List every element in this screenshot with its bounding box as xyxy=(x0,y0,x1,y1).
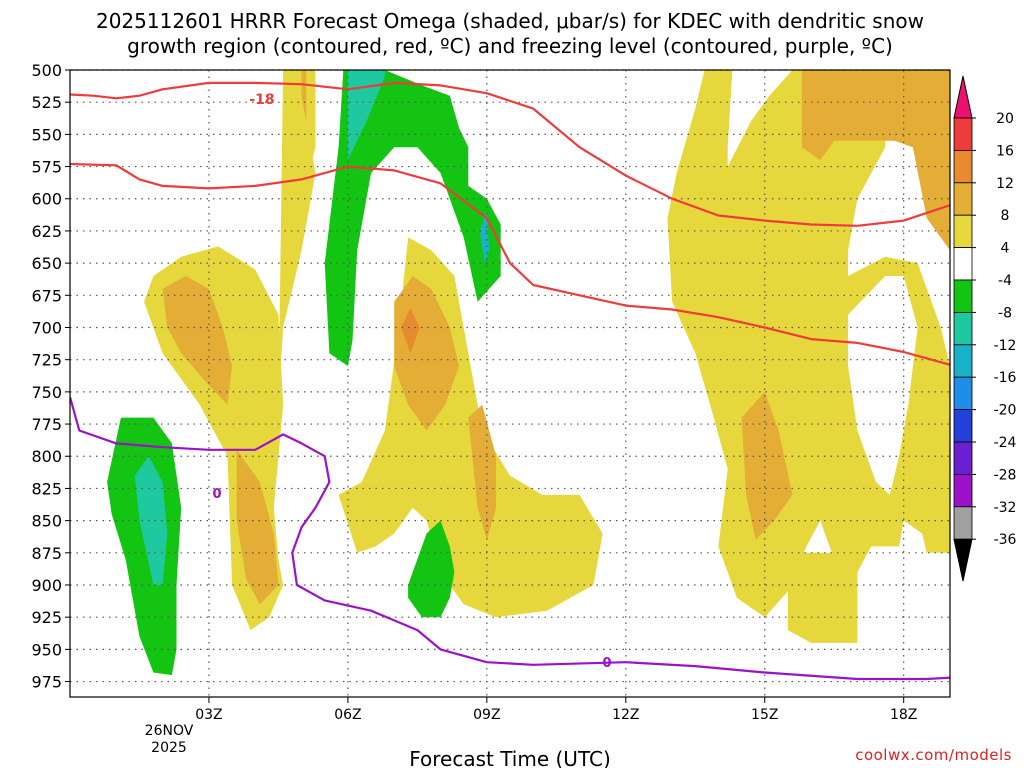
omega-region-5 xyxy=(278,70,316,405)
colorbar-swatch-13 xyxy=(953,506,973,540)
omega-region-9 xyxy=(468,404,497,540)
colorbar-swatch-11 xyxy=(953,441,973,475)
date-label-line2: 2025 xyxy=(151,740,187,756)
colorbar-swatch-6 xyxy=(953,279,973,313)
y-tick-label-625: 625 xyxy=(31,222,62,241)
x-axis-label: Forecast Time (UTC) xyxy=(409,747,611,768)
y-tick-label-750: 750 xyxy=(31,383,62,402)
colorbar-label-5: -4 xyxy=(998,273,1012,289)
y-tick-label-800: 800 xyxy=(31,447,62,466)
omega-region-4 xyxy=(236,449,279,605)
colorbar-swatch-8 xyxy=(953,344,973,378)
freezing-contour-label-2: 0 xyxy=(602,656,611,671)
omega-region-13 xyxy=(787,552,858,643)
y-axis: 500 525 550 575 600 625 650 675 700 725 750 775 800 8… xyxy=(31,61,70,692)
colorbar-label-11: -28 xyxy=(994,467,1017,483)
colorbar-label-7: -12 xyxy=(994,338,1017,354)
y-tick-label-775: 775 xyxy=(31,415,62,434)
colorbar-swatch-4 xyxy=(953,214,973,248)
colorbar-top-arrow xyxy=(953,75,973,119)
x-tick-label-4: 15Z xyxy=(751,707,778,723)
x-tick-label-5: 18Z xyxy=(890,707,917,723)
colorbar-label-12: -32 xyxy=(994,500,1017,516)
colorbar-label-9: -20 xyxy=(994,403,1017,419)
x-tick-label-2: 09Z xyxy=(473,707,500,723)
colorbar-swatch-7 xyxy=(953,311,973,346)
date-label-line1: 26NOV xyxy=(145,723,194,739)
colorbar-label-8: -16 xyxy=(994,370,1017,386)
freezing-level-contour xyxy=(70,396,950,681)
chart-title-line1: 2025112601 HRRR Forecast Omega (shaded, … xyxy=(96,9,924,33)
y-tick-label-975: 975 xyxy=(31,673,62,692)
dendritic-top-contour xyxy=(70,81,950,227)
y-tick-label-900: 900 xyxy=(31,576,62,595)
omega-region-14 xyxy=(801,70,950,251)
y-tick-label-850: 850 xyxy=(31,512,62,531)
colorbar-label-13: -36 xyxy=(994,532,1017,548)
y-tick-label-525: 525 xyxy=(31,93,62,112)
plot-frame xyxy=(69,69,951,698)
y-tick-label-825: 825 xyxy=(31,479,62,498)
omega-region-15 xyxy=(324,70,501,367)
dendritic-contour-label: -18 xyxy=(249,92,274,108)
y-tick-label-600: 600 xyxy=(31,190,62,209)
chart-title-line2: growth region (contoured, red, ºC) and f… xyxy=(127,34,893,58)
omega-region-20 xyxy=(408,520,455,618)
omega-region-11 xyxy=(848,276,918,495)
colorbar-bottom-arrow xyxy=(953,538,973,582)
y-tick-label-950: 950 xyxy=(31,640,62,659)
y-tick-label-575: 575 xyxy=(31,158,62,177)
y-tick-label-700: 700 xyxy=(31,318,62,337)
omega-shading xyxy=(70,70,950,705)
omega-region-12 xyxy=(741,391,793,540)
colorbar-swatch-3 xyxy=(953,182,973,216)
contour-labels: -18 0 0 xyxy=(212,92,611,671)
omega-region-8 xyxy=(401,308,420,354)
dendritic-bottom-contour xyxy=(70,162,950,366)
colorbar: 20 16 12 8 4 -4 -8 -12 -16 -20 -24 -28 -32 -36 xyxy=(953,75,1017,582)
colorbar-label-6: -8 xyxy=(998,305,1012,321)
y-tick-label-550: 550 xyxy=(31,125,62,144)
colorbar-label-0: 20 xyxy=(996,111,1014,127)
colorbar-swatch-2 xyxy=(953,149,973,184)
colorbar-label-2: 12 xyxy=(996,176,1014,192)
y-tick-label-875: 875 xyxy=(31,544,62,563)
omega-region-3 xyxy=(162,276,233,405)
x-axis: 03Z 06Z 09Z 12Z 15Z 18Z xyxy=(195,697,917,723)
ground-surface xyxy=(70,697,950,705)
x-tick-label-1: 06Z xyxy=(334,707,361,723)
y-tick-label-650: 650 xyxy=(31,254,62,273)
contour-lines xyxy=(70,81,950,681)
y-tick-label-925: 925 xyxy=(31,608,62,627)
colorbar-swatch-12 xyxy=(953,473,973,508)
omega-region-18 xyxy=(107,417,182,676)
colorbar-label-4: 4 xyxy=(1001,241,1010,257)
credit-text: coolwx.com/models xyxy=(855,746,1012,764)
colorbar-label-10: -24 xyxy=(994,435,1017,451)
x-tick-label-0: 03Z xyxy=(195,707,222,723)
omega-region-17 xyxy=(479,211,490,264)
colorbar-swatch-9 xyxy=(953,376,973,411)
colorbar-swatch-5 xyxy=(953,247,973,281)
y-tick-label-675: 675 xyxy=(31,286,62,305)
freezing-contour-label-1: 0 xyxy=(212,487,221,502)
omega-region-16 xyxy=(347,70,385,161)
colorbar-swatch-1 xyxy=(953,117,973,151)
y-tick-label-725: 725 xyxy=(31,351,62,370)
y-tick-label-500: 500 xyxy=(31,61,62,80)
colorbar-label-1: 16 xyxy=(996,143,1014,159)
x-tick-label-3: 12Z xyxy=(612,707,639,723)
colorbar-label-3: 8 xyxy=(1001,208,1010,224)
colorbar-swatch-10 xyxy=(953,409,973,443)
